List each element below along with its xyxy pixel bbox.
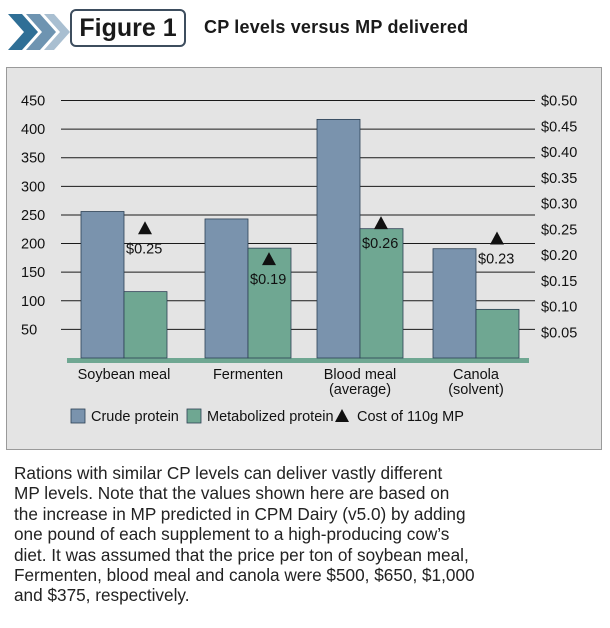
y-right-tick-label: $0.20 — [541, 248, 577, 264]
cost-marker — [374, 216, 388, 230]
bar-crude-protein — [80, 211, 125, 359]
caption-line: Fermenten, blood meal and canola were $5… — [14, 565, 475, 586]
y-left-tick-label: 250 — [21, 208, 45, 224]
y-right-tick-label: $0.50 — [541, 94, 577, 110]
chevron-arrows-icon — [8, 14, 70, 50]
chart-title: CP levels versus MP delivered — [204, 17, 469, 37]
y-left-tick-label: 150 — [21, 265, 45, 281]
bar-metabolized-protein — [123, 291, 168, 359]
y-left-tick-label: 300 — [21, 179, 45, 195]
y-right-tick-label: $0.30 — [541, 197, 577, 213]
caption-line: Rations with similar CP levels can deliv… — [14, 463, 443, 483]
cost-data-label: $0.25 — [126, 241, 162, 257]
cost-marker — [138, 221, 152, 235]
figure-caption: Rations with similar CP levels can deliv… — [14, 463, 604, 606]
bar-crude-protein — [432, 248, 477, 359]
cost-data-label: $0.23 — [478, 252, 514, 268]
y-right-tick-label: $0.10 — [541, 300, 577, 316]
legend-swatch-crude-protein — [70, 408, 86, 424]
bar-metabolized-protein — [247, 247, 292, 359]
y-right-tick-label: $0.05 — [541, 325, 577, 341]
legend-swatch-metabolized-protein — [186, 408, 202, 424]
x-axis-baseline — [67, 358, 529, 363]
bar-crude-protein — [204, 218, 249, 359]
cost-marker — [490, 231, 504, 245]
x-category-label: Soybean meal — [78, 367, 171, 383]
legend-label-metabolized-protein: Metabolized protein — [207, 409, 334, 425]
x-category-label: Fermenten — [213, 367, 283, 383]
bar-crude-protein — [316, 118, 361, 359]
figure-label: Figure 1 — [70, 9, 186, 47]
bar-chart: 50 100 150 200 250 300 350 400 450 $0.05 $0.10 $0.… — [21, 94, 577, 425]
caption-line: one pound of each supplement to a high-p… — [14, 524, 450, 545]
y-left-tick-label: 50 — [21, 322, 37, 338]
x-category-label: Blood meal — [324, 367, 397, 383]
x-category-label: (average) — [329, 382, 391, 398]
y-left-tick-label: 450 — [21, 94, 45, 110]
y-left-tick-label: 100 — [21, 294, 45, 310]
y-right-tick-label: $0.40 — [541, 145, 577, 161]
y-right-tick-label: $0.25 — [541, 222, 577, 238]
caption-line: and $375, respectively. — [14, 585, 190, 606]
legend-marker-cost — [335, 409, 349, 422]
legend-label-crude-protein: Crude protein — [91, 409, 179, 425]
y-right-tick-label: $0.15 — [541, 274, 577, 290]
cost-marker — [262, 252, 276, 266]
cost-data-label: $0.26 — [362, 236, 398, 252]
y-left-tick-label: 200 — [21, 237, 45, 253]
chart-panel: 50 100 150 200 250 300 350 400 450 $0.05 $0.10 $0.… — [6, 67, 602, 450]
caption-line: diet. It was assumed that the price per … — [14, 544, 469, 565]
y-right-tick-label: $0.45 — [541, 119, 577, 135]
cost-data-label: $0.19 — [250, 272, 286, 288]
y-left-tick-label: 400 — [21, 122, 45, 138]
y-right-tick-label: $0.35 — [541, 171, 577, 187]
figure-header: Figure 1 CP levels versus MP delivered — [0, 0, 610, 60]
x-category-label: Canola — [453, 367, 500, 383]
y-left-tick-label: 350 — [21, 151, 45, 167]
legend-label-cost: Cost of 110g MP — [357, 409, 464, 425]
bar-metabolized-protein — [475, 308, 520, 359]
x-category-label: (solvent) — [448, 382, 504, 398]
caption-line: the increase in MP predicted in CPM Dair… — [14, 503, 466, 524]
caption-line: MP levels. Note that the values shown he… — [14, 483, 450, 504]
